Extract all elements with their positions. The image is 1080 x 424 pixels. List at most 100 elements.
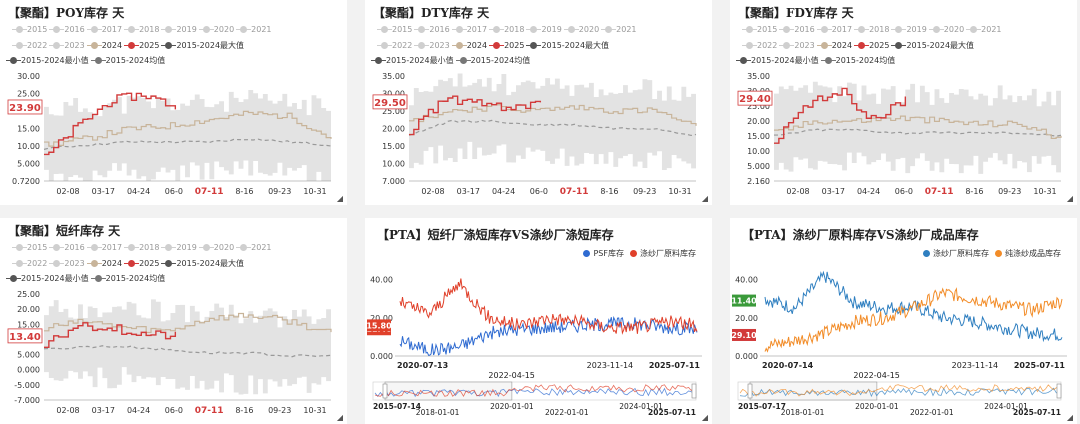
- legend-item[interactable]: 2015: [377, 25, 412, 34]
- legend-item[interactable]: 2015-2024最小值: [371, 55, 454, 66]
- legend-item[interactable]: 2024: [86, 41, 122, 50]
- legend-label: 2015: [27, 243, 48, 252]
- legend-item[interactable]: 2022: [742, 41, 777, 50]
- legend-item[interactable]: 2016: [779, 25, 815, 34]
- legend-item[interactable]: 2020: [563, 25, 599, 34]
- legend-item[interactable]: 2015-2024均值: [90, 273, 165, 284]
- legend-item[interactable]: 2015-2024均值: [820, 55, 895, 66]
- legend-item[interactable]: 2017: [86, 243, 122, 252]
- legend-item[interactable]: 2015-2024均值: [90, 55, 165, 66]
- legend-item[interactable]: 涤纱厂原料库存: [923, 248, 989, 259]
- legend-marker-icon: [198, 26, 214, 33]
- legend-item[interactable]: 2016: [414, 25, 450, 34]
- data-zoom-slider[interactable]: [737, 381, 1062, 401]
- legend-item[interactable]: 2015: [12, 243, 48, 252]
- legend-item[interactable]: 2024: [816, 41, 853, 50]
- legend-label: 2024: [831, 41, 853, 50]
- legend-item[interactable]: 2023: [779, 41, 815, 50]
- y-tick-label: 0.000: [735, 352, 758, 361]
- legend-item[interactable]: 2023: [414, 41, 450, 50]
- legend-label: 2015-2024最小值: [21, 274, 89, 283]
- legend-item[interactable]: 2024: [451, 41, 487, 50]
- legend-marker-icon: [86, 244, 102, 251]
- zoom-handle-right[interactable]: [1056, 383, 1062, 399]
- legend-label: 2021: [251, 243, 272, 252]
- legend-item[interactable]: PSF库存: [583, 248, 624, 259]
- legend-item[interactable]: 2021: [966, 25, 1002, 34]
- resize-corner-icon[interactable]: ◢: [701, 413, 708, 422]
- legend-marker-icon: [816, 26, 832, 33]
- legend-label: 2015-2024最大值: [541, 41, 610, 50]
- legend-item[interactable]: 2022: [12, 41, 47, 50]
- y-tick-label: 30.00: [382, 90, 405, 99]
- legend-item[interactable]: 2015-2024最小值: [6, 273, 89, 284]
- legend-item[interactable]: 2019: [161, 25, 197, 34]
- zoom-handle-left[interactable]: [747, 383, 753, 399]
- legend-item[interactable]: 2015-2024最大值: [891, 40, 974, 51]
- resize-corner-icon[interactable]: ◢: [336, 194, 343, 203]
- legend-item[interactable]: 2016: [49, 25, 85, 34]
- legend-item[interactable]: 涤纱厂原料库存: [630, 248, 696, 259]
- legend-item[interactable]: 2022: [12, 259, 47, 268]
- chart-panel-pta-yarn: 【PTA】涤纱厂原料库存VS涤纱厂成品库存 涤纱厂原料库存 纯涤纱成品库存 40.00…: [730, 218, 1077, 424]
- legend-item[interactable]: 2024: [86, 259, 123, 268]
- line-chart-svg: 40.0020.000.00011.4015.802020-07-132022-…: [366, 276, 702, 417]
- resize-corner-icon[interactable]: ◢: [701, 194, 708, 203]
- legend-item[interactable]: 2023: [49, 259, 85, 268]
- legend-item[interactable]: 2022: [377, 41, 412, 50]
- legend-label: 2024: [101, 259, 123, 268]
- resize-corner-icon[interactable]: ◢: [1066, 413, 1073, 422]
- zoom-tick-label: 2018-01-01: [416, 408, 460, 417]
- legend-item[interactable]: 2025: [124, 259, 159, 268]
- legend-item[interactable]: 2018: [489, 25, 524, 34]
- legend-item[interactable]: 2015-2024最大值: [161, 258, 244, 269]
- legend-item[interactable]: 2015: [742, 25, 777, 34]
- resize-corner-icon[interactable]: ◢: [336, 413, 343, 422]
- x-tick-label: 02-08: [56, 187, 79, 196]
- legend-marker-icon: [6, 275, 21, 282]
- legend-item[interactable]: 纯涤纱成品库存: [995, 248, 1061, 259]
- legend-item[interactable]: 2015-2024均值: [455, 55, 530, 66]
- legend-item[interactable]: 2015-2024最大值: [526, 40, 610, 51]
- resize-corner-icon[interactable]: ◢: [1066, 194, 1073, 203]
- legend-item[interactable]: 2025: [124, 41, 159, 50]
- legend-item[interactable]: 2020: [928, 25, 964, 34]
- legend-item[interactable]: 2021: [236, 25, 272, 34]
- y-tick-label: 15.00: [747, 132, 770, 141]
- zoom-handle-right[interactable]: [691, 383, 697, 399]
- legend-item[interactable]: 2017: [816, 25, 852, 34]
- legend-item[interactable]: 2025: [854, 41, 889, 50]
- legend-item[interactable]: 2019: [526, 25, 562, 34]
- legend-marker-icon: [583, 250, 591, 257]
- legend-item[interactable]: 2018: [124, 25, 159, 34]
- series-line-0: [399, 315, 698, 356]
- chart-panel-fdy: 【聚酯】FDY库存 天 2015 2016 2017 2018 2019 2020 2021 2…: [730, 0, 1077, 205]
- legend-marker-icon: [236, 244, 252, 251]
- legend-item[interactable]: 2017: [86, 25, 122, 34]
- legend-item[interactable]: 2019: [891, 25, 927, 34]
- legend-marker-icon: [12, 244, 27, 251]
- legend-marker-icon: [451, 26, 467, 33]
- legend-item[interactable]: 2021: [601, 25, 637, 34]
- zoom-tick-label: 2022-01-01: [910, 408, 954, 417]
- badge-value: 13.40: [9, 332, 41, 343]
- zoom-handle-left[interactable]: [382, 383, 388, 399]
- legend-item[interactable]: 2018: [124, 243, 159, 252]
- legend-item[interactable]: 2021: [236, 243, 272, 252]
- legend-item[interactable]: 2017: [451, 25, 487, 34]
- legend-item[interactable]: 2015: [12, 25, 47, 34]
- legend-item[interactable]: 2023: [49, 41, 85, 50]
- legend-item[interactable]: 2020: [198, 25, 234, 34]
- x-tick-label: 8-16: [235, 406, 253, 415]
- legend-item[interactable]: 2025: [489, 41, 524, 50]
- legend-item[interactable]: 2015-2024最小值: [6, 55, 89, 66]
- legend-item[interactable]: 2015-2024最小值: [736, 55, 819, 66]
- legend-item[interactable]: 2015-2024最大值: [161, 40, 244, 51]
- y-tick-label: 20.00: [735, 314, 758, 323]
- legend-item[interactable]: 2016: [49, 243, 85, 252]
- legend-item[interactable]: 2019: [161, 243, 197, 252]
- data-zoom-slider[interactable]: [372, 381, 697, 401]
- legend-label: 2015-2024最小值: [386, 56, 454, 65]
- legend-item[interactable]: 2018: [854, 25, 889, 34]
- legend-item[interactable]: 2020: [198, 243, 234, 252]
